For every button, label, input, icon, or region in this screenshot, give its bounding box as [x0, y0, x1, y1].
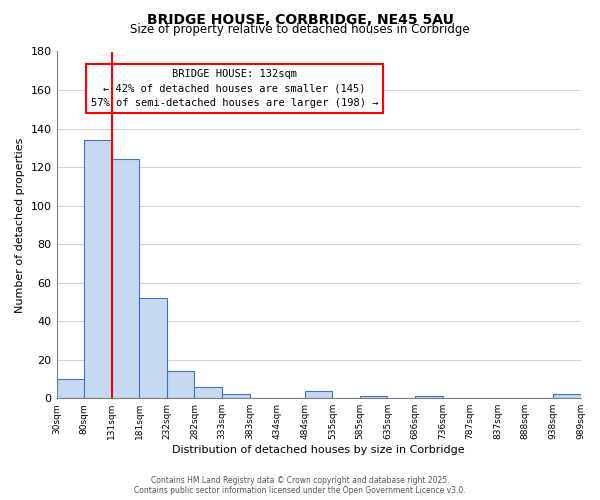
Bar [360, 396, 388, 398]
X-axis label: Distribution of detached houses by size in Corbridge: Distribution of detached houses by size … [172, 445, 465, 455]
Bar [112, 160, 139, 398]
Bar [84, 140, 112, 398]
Bar [415, 396, 443, 398]
Bar [194, 386, 222, 398]
Bar [139, 298, 167, 398]
Text: Contains HM Land Registry data © Crown copyright and database right 2025.
Contai: Contains HM Land Registry data © Crown c… [134, 476, 466, 495]
Text: BRIDGE HOUSE: 132sqm
← 42% of detached houses are smaller (145)
57% of semi-deta: BRIDGE HOUSE: 132sqm ← 42% of detached h… [91, 69, 379, 108]
Bar [167, 371, 194, 398]
Y-axis label: Number of detached properties: Number of detached properties [15, 137, 25, 312]
Bar [222, 394, 250, 398]
Text: BRIDGE HOUSE, CORBRIDGE, NE45 5AU: BRIDGE HOUSE, CORBRIDGE, NE45 5AU [146, 12, 454, 26]
Bar [305, 390, 332, 398]
Text: Size of property relative to detached houses in Corbridge: Size of property relative to detached ho… [130, 22, 470, 36]
Bar [553, 394, 581, 398]
Bar [56, 379, 84, 398]
